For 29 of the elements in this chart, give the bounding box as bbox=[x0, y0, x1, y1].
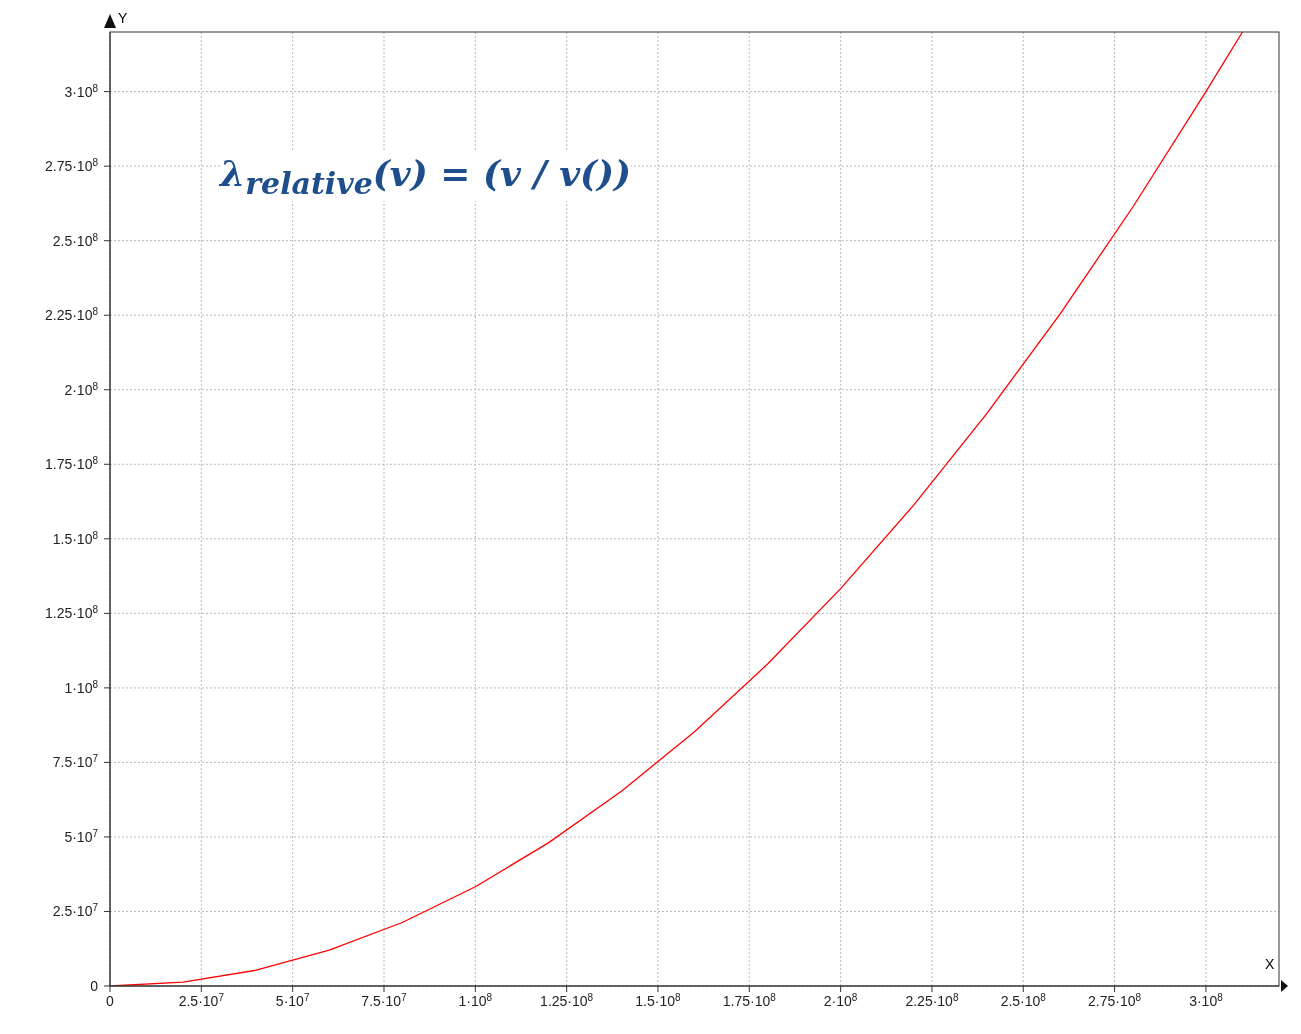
x-tick-label: 7.5·10$^{7}$ bbox=[361, 991, 408, 1009]
x-tick-label: 2.5·10$^{7}$ bbox=[178, 991, 225, 1009]
x-tick-label: 5·10$^{7}$ bbox=[275, 991, 310, 1009]
y-tick-label: 5·10$^{7}$ bbox=[64, 827, 99, 845]
x-tick-label: 0 bbox=[106, 993, 115, 1009]
x-tick-label: 2·10$^{8}$ bbox=[823, 991, 858, 1009]
y-tick-label: 2·10$^{8}$ bbox=[64, 380, 99, 398]
y-axis-title: Y bbox=[118, 10, 128, 26]
x-tick-label: 2.25·10$^{8}$ bbox=[905, 991, 959, 1009]
y-tick-label: 2.5·10$^{7}$ bbox=[52, 901, 99, 920]
y-tick-label: 1·10$^{8}$ bbox=[64, 678, 99, 696]
x-tick-label: 2.5·10$^{8}$ bbox=[1000, 991, 1047, 1009]
x-tick-label: 1.75·10$^{8}$ bbox=[722, 991, 777, 1009]
y-tick-label: 1.75·10$^{8}$ bbox=[44, 454, 99, 473]
y-tick-label: 0 bbox=[90, 978, 99, 994]
y-tick-label: 2.75·10$^{8}$ bbox=[44, 156, 99, 175]
annotation: λ$_{relative}$(v) = (v / v()) bbox=[220, 152, 632, 202]
x-tick-label: 1.5·10$^{8}$ bbox=[635, 991, 682, 1009]
y-tick-label: 2.5·10$^{8}$ bbox=[52, 231, 99, 249]
x-tick-label: 3·10$^{8}$ bbox=[1189, 991, 1224, 1009]
y-tick-label: 1.5·10$^{8}$ bbox=[52, 529, 99, 547]
y-tick-label: 7.5·10$^{7}$ bbox=[52, 752, 99, 771]
x-tick-label: 2.75·10$^{8}$ bbox=[1088, 991, 1142, 1009]
x-tick-label: 1·10$^{8}$ bbox=[458, 991, 493, 1009]
y-tick-label: 2.25·10$^{8}$ bbox=[44, 305, 99, 324]
x-axis-title: X bbox=[1265, 956, 1275, 972]
y-tick-label: 3·10$^{8}$ bbox=[64, 82, 99, 100]
x-tick-label: 1.25·10$^{8}$ bbox=[540, 991, 594, 1009]
y-tick-label: 1.25·10$^{8}$ bbox=[44, 603, 99, 622]
